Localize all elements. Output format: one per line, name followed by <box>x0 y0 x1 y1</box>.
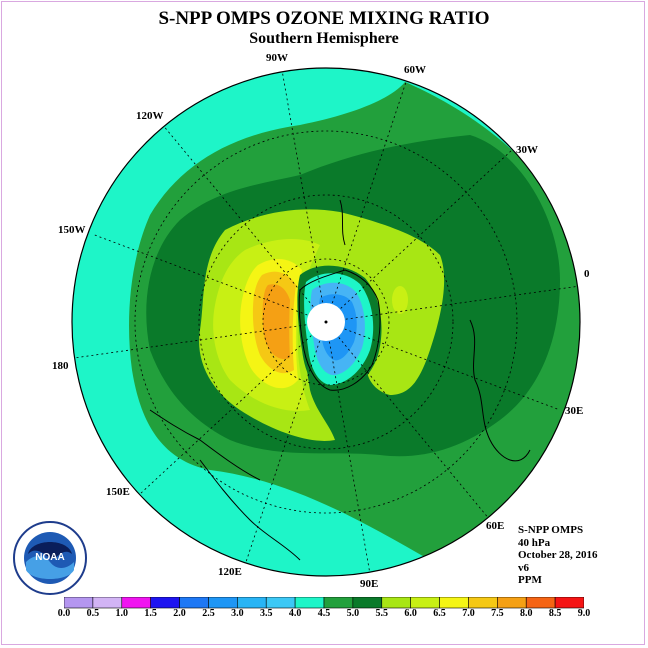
colorbar-segment <box>237 597 267 609</box>
lon-label-30w: 30W <box>516 144 538 156</box>
colorbar-tick-label: 6.5 <box>433 608 446 619</box>
colorbar-tick-label: 8.0 <box>519 608 533 619</box>
ozone-band-7.0-7.5 <box>262 284 290 360</box>
lon-label-120w: 120W <box>136 110 164 122</box>
colorbar-tick-label: 0.5 <box>86 608 100 619</box>
lon-label-60w: 60W <box>404 64 426 76</box>
colorbar-tick-label: 4.0 <box>288 608 302 619</box>
colorbar-segment <box>468 597 498 609</box>
info-block: S-NPP OMPS 40 hPa October 28, 2016 v6 PP… <box>518 524 598 587</box>
colorbar-segment <box>525 597 556 609</box>
colorbar-tick-label: 2.0 <box>173 608 186 619</box>
lon-label-0: 0 <box>584 268 590 280</box>
lon-label-180: 180 <box>52 360 69 372</box>
lon-label-90e: 90E <box>360 578 379 590</box>
lon-label-30e: 30E <box>565 405 584 417</box>
map-boundary <box>71 67 581 577</box>
colorbar-tick-label: 2.5 <box>202 608 215 619</box>
colorbar-tick-label: 5.5 <box>375 608 389 619</box>
lon-label-120e: 120E <box>218 566 242 578</box>
colorbar-segment <box>150 597 180 609</box>
lon-label-150w: 150W <box>58 224 86 236</box>
colorbar-segment <box>352 597 383 609</box>
colorbar-segment <box>439 597 469 609</box>
colorbar-tick-label: 7.5 <box>491 608 504 619</box>
colorbar <box>64 597 584 609</box>
info-level: 40 hPa <box>518 536 551 549</box>
colorbar-tick-label: 3.0 <box>231 608 244 619</box>
colorbar-segment <box>92 597 123 609</box>
info-date: October 28, 2016 <box>518 549 598 561</box>
map-subtitle: Southern Hemisphere <box>249 30 399 47</box>
colorbar-tick-label: 6.0 <box>404 608 417 619</box>
colorbar-tick-label: 7.0 <box>462 608 475 619</box>
info-units: PPM <box>518 574 542 586</box>
south-pole-marker <box>324 320 328 324</box>
colorbar-segment <box>381 597 411 609</box>
colorbar-segment <box>410 597 440 609</box>
colorbar-segment <box>208 597 238 609</box>
meridians <box>73 69 580 575</box>
colorbar-tick-label: 1.5 <box>144 608 157 619</box>
colorbar-tick-label: 1.0 <box>115 608 129 619</box>
colorbar-tick-label: 0.0 <box>57 608 71 619</box>
noaa-logo: NOAA <box>13 521 87 595</box>
noaa-logo-text: NOAA <box>35 552 64 563</box>
lon-label-150e: 150E <box>106 486 130 498</box>
colorbar-segment <box>323 597 354 609</box>
colorbar-segment <box>554 597 584 609</box>
colorbar-segment <box>64 597 94 609</box>
info-version: v6 <box>518 561 529 574</box>
colorbar-tick-label: 8.5 <box>548 608 562 619</box>
map-title: S-NPP OMPS OZONE MIXING RATIO <box>158 8 490 29</box>
ozone-patch-right <box>392 286 408 314</box>
colorbar-tick-label: 4.5 <box>317 608 331 619</box>
colorbar-segment <box>179 597 209 609</box>
colorbar-tick-label: 9.0 <box>577 608 591 619</box>
colorbar-segment <box>497 597 527 609</box>
colorbar-tick-label: 3.5 <box>259 608 273 619</box>
colorbar-segment <box>265 597 296 609</box>
info-instrument: S-NPP OMPS <box>518 524 584 536</box>
lon-label-60e: 60E <box>486 520 505 532</box>
coastlines <box>149 199 531 561</box>
colorbar-tick-label: 5.0 <box>346 608 360 619</box>
colorbar-segment <box>121 597 151 609</box>
lon-label-90w: 90W <box>266 52 288 64</box>
colorbar-segment <box>294 597 325 609</box>
